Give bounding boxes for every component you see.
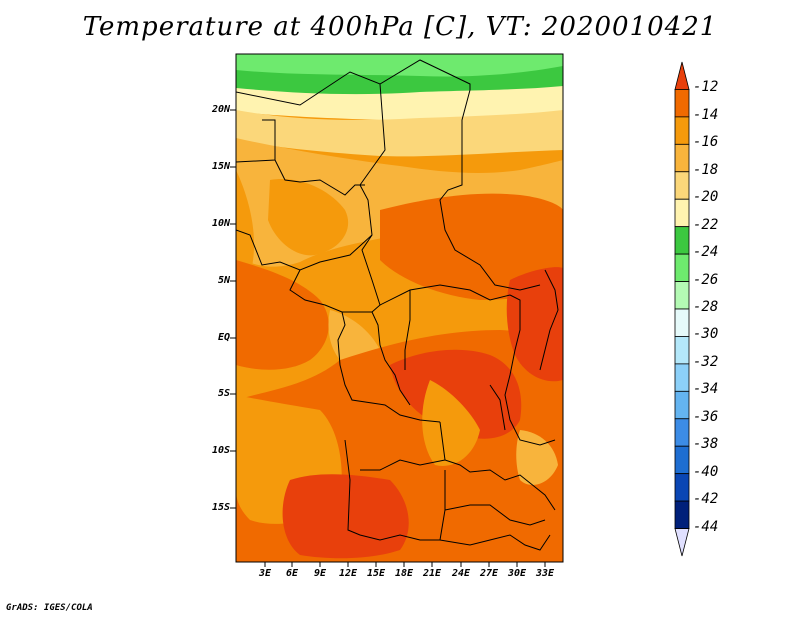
colorbar-label: -28 [693, 299, 719, 315]
colorbar-segment [674, 500, 690, 529]
grads-credit: GrADS: IGES/COLA [6, 603, 93, 613]
colorbar-label: -12 [693, 79, 719, 96]
band-16f [516, 430, 558, 485]
lat-label: 5N [217, 275, 230, 286]
lon-label: 18E [394, 568, 414, 579]
colorbar-segment [674, 281, 690, 310]
temperature-field [236, 54, 563, 562]
lon-label: 21E [422, 568, 442, 579]
lon-label: 33E [535, 568, 555, 579]
lat-label: 15N [211, 161, 230, 172]
colorbar-label: -42 [693, 491, 719, 508]
colorbar-label: -30 [693, 326, 719, 343]
colorbar [674, 61, 690, 557]
lon-label: 27E [479, 568, 499, 579]
colorbar-segment [674, 528, 690, 557]
colorbar-segment [674, 143, 690, 173]
map-frame [235, 53, 564, 563]
colorbar-label: -32 [693, 353, 719, 370]
lat-label: 15S [211, 502, 230, 513]
band-12c [282, 474, 409, 559]
band-24 [236, 66, 563, 97]
colorbar-segment [674, 116, 690, 145]
colorbar-segment [674, 171, 690, 200]
colorbar-segment [674, 336, 690, 365]
band-16c [328, 310, 380, 366]
colorbar-label: -16 [693, 134, 719, 151]
colorbar-label: -38 [693, 436, 719, 453]
band-12a [390, 349, 522, 439]
colorbar-label: -26 [693, 271, 719, 288]
band-14b [236, 260, 329, 370]
colorbar-label: -14 [693, 106, 719, 123]
colorbar-label: -36 [693, 408, 719, 425]
lon-label: 15E [366, 568, 386, 579]
colorbar-segment [674, 473, 690, 502]
lon-label: 9E [313, 568, 327, 579]
axis-ticks [230, 109, 546, 567]
colorbar-segment [674, 445, 690, 475]
colorbar-segment [674, 89, 690, 118]
colorbar-label: -24 [693, 244, 719, 261]
band-16b [268, 179, 349, 256]
colorbar-label: -22 [693, 216, 719, 233]
colorbar-segment [674, 253, 690, 282]
band-12b [506, 267, 563, 382]
colorbar-label: -40 [693, 463, 719, 480]
colorbar-label: -18 [693, 161, 719, 178]
band-22 [236, 86, 563, 121]
band-16e [422, 380, 480, 466]
lat-label: 10S [211, 445, 230, 456]
lon-label: 3E [258, 568, 272, 579]
colorbar-label: -34 [693, 381, 719, 398]
colorbar-segment [674, 363, 690, 392]
lon-label: 24E [451, 568, 471, 579]
country-borders [236, 59, 559, 551]
colorbar-segment [674, 198, 690, 228]
lat-label: 5S [217, 388, 230, 399]
colorbar-segment [674, 61, 690, 90]
band-14a [380, 193, 563, 300]
lat-label: 20N [211, 104, 230, 115]
chart-title: Temperature at 400hPa [C], VT: 202001042… [82, 12, 718, 42]
lon-label: 12E [338, 568, 358, 579]
colorbar-label: -20 [693, 189, 719, 206]
colorbar-segment [674, 226, 690, 255]
colorbar-segment [674, 308, 690, 337]
lon-label: 6E [285, 568, 299, 579]
lon-label: 30E [507, 568, 527, 579]
colorbar-label: -44 [693, 518, 719, 535]
lat-label: EQ [217, 332, 230, 343]
band-20 [236, 110, 563, 157]
colorbar-segment [674, 418, 690, 447]
lat-label: 10N [211, 218, 230, 229]
colorbar-segment [674, 390, 690, 420]
